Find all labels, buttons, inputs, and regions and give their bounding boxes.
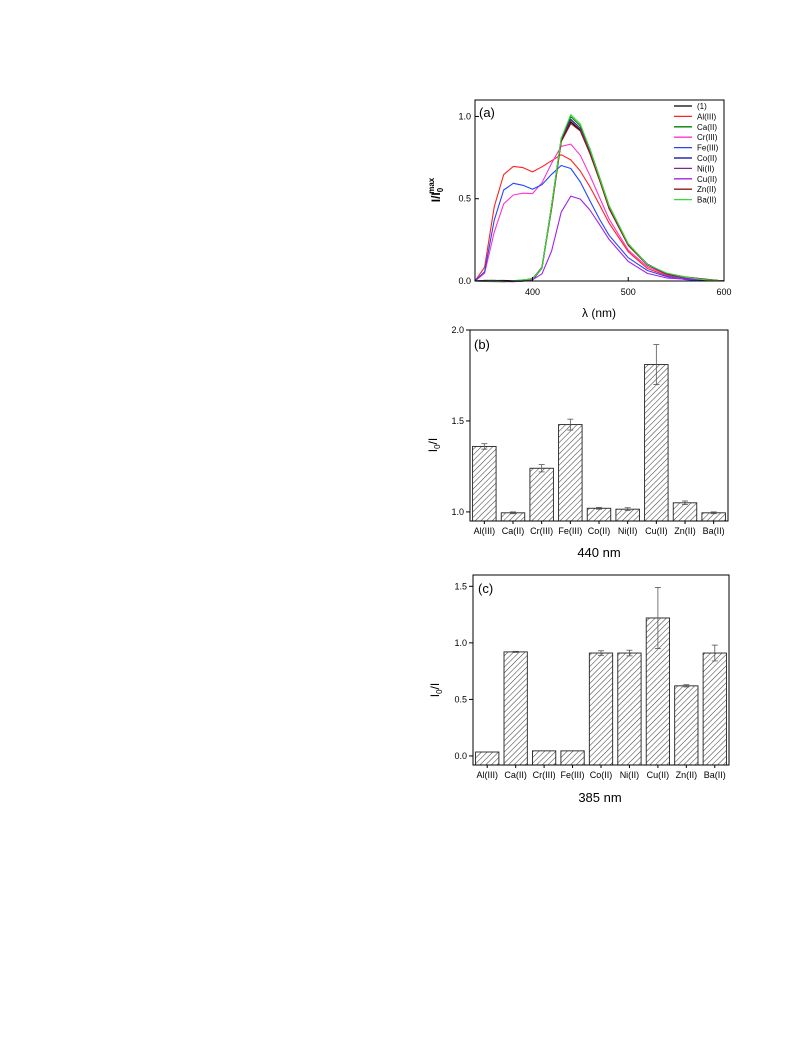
y-axis-label: I/I0max <box>427 177 445 202</box>
category-label: Co(II) <box>590 770 613 780</box>
category-label: Fe(III) <box>561 770 585 780</box>
series-line <box>474 118 725 282</box>
category-label: Fe(III) <box>558 526 582 536</box>
y-tick-label: 1.0 <box>451 507 464 517</box>
svg-text:I/I0max: I/I0max <box>427 177 445 202</box>
y-axis-label-main: I <box>426 449 440 452</box>
bar <box>644 364 669 522</box>
bar <box>531 750 557 766</box>
bar <box>617 652 642 766</box>
y-tick-label: 1.0 <box>454 638 467 648</box>
x-tick-label: 500 <box>621 287 636 297</box>
category-label: Cu(II) <box>647 770 670 780</box>
y-axis-label: I0/I <box>426 438 442 452</box>
legend-label: Ba(II) <box>697 196 717 205</box>
x-axis-label: λ (nm) <box>582 306 616 320</box>
category-label: Al(III) <box>476 770 498 780</box>
y-axis-label-tail: /I <box>428 683 442 690</box>
bar <box>503 651 528 766</box>
y-axis-label-sub: 0 <box>436 187 445 192</box>
series-line <box>474 119 725 282</box>
y-axis-label-main: I/I <box>429 192 443 202</box>
y-axis-label-main: I <box>428 694 442 697</box>
x-axis-label: 440 nm <box>577 545 620 560</box>
y-axis-label-sub: 0 <box>435 689 444 694</box>
svg-text:I0/I: I0/I <box>426 438 442 452</box>
series-line <box>474 154 725 282</box>
y-tick-label: 1.5 <box>451 416 464 426</box>
bar <box>529 467 554 522</box>
y-axis-label: I0/I <box>428 683 444 697</box>
legend-label: Ni(II) <box>697 164 715 173</box>
bar <box>702 652 727 766</box>
bar <box>674 685 699 766</box>
category-label: Ca(II) <box>502 526 525 536</box>
bar <box>475 751 500 766</box>
y-axis-label-sup: max <box>427 177 436 194</box>
panel-label: (c) <box>478 581 493 596</box>
panel-label: (a) <box>479 105 495 120</box>
legend-label: Fe(III) <box>697 144 719 153</box>
y-tick-label: 2.0 <box>451 325 464 335</box>
y-tick-label: 0.5 <box>458 194 471 204</box>
category-label: Co(II) <box>588 526 611 536</box>
y-tick-label: 0.0 <box>458 276 471 286</box>
category-label: Cr(III) <box>530 526 553 536</box>
bar-chart-440: Al(III) Ca(II) Cr(III) Fe(III) Co(II) Ni(II) C… <box>426 325 729 560</box>
bar <box>558 424 583 522</box>
y-tick-label: 1.5 <box>454 581 467 591</box>
category-label: Ba(II) <box>704 770 726 780</box>
legend-label: Cu(II) <box>697 175 717 184</box>
category-label: Ba(II) <box>703 526 725 536</box>
legend-label: Co(II) <box>697 154 717 163</box>
svg-text:I0/I: I0/I <box>428 683 444 697</box>
category-label: Cu(II) <box>645 526 668 536</box>
legend-label: Cr(III) <box>697 133 718 142</box>
category-label: Zn(II) <box>676 770 698 780</box>
legend-label: Al(III) <box>697 112 716 121</box>
category-label: Ni(II) <box>618 526 638 536</box>
spectra-chart: 400 500 600 0.0 0.5 1.0 (a) λ (nm) I/I0max (1… <box>427 99 732 320</box>
y-tick-label: 0.0 <box>454 751 467 761</box>
bar <box>560 750 585 766</box>
bar <box>672 502 698 522</box>
bar <box>588 652 614 766</box>
series-line <box>474 164 724 282</box>
category-label: Al(III) <box>474 526 496 536</box>
bar <box>472 445 497 522</box>
series-line <box>474 121 725 283</box>
legend-label: (1) <box>697 102 707 111</box>
x-tick-label: 600 <box>716 287 731 297</box>
legend: (1)Al(III) Ca(II)Cr(III) Fe(III)Co(II)Ni(I… <box>674 102 719 205</box>
plot-frame <box>472 574 730 766</box>
x-axis-label: 385 nm <box>578 790 621 805</box>
y-tick-label: 1.0 <box>458 111 471 121</box>
x-tick-label: 400 <box>525 287 540 297</box>
category-label: Zn(II) <box>674 526 696 536</box>
bar <box>586 507 612 522</box>
category-label: Ca(II) <box>504 770 527 780</box>
series-line <box>474 195 725 283</box>
series-line <box>474 143 725 282</box>
plot-frame <box>474 99 725 282</box>
bar-chart-385: Al(III) Ca(II) Cr(III) Fe(III) Co(II) Ni(II) C… <box>428 574 730 805</box>
category-label: Cr(III) <box>533 770 556 780</box>
plot-frame <box>469 329 729 522</box>
category-label: Ni(II) <box>620 770 640 780</box>
y-axis-label-tail: /I <box>426 438 440 445</box>
y-axis-label-sub: 0 <box>433 444 442 449</box>
panel-label: (b) <box>474 337 490 352</box>
y-tick-label: 0.5 <box>454 694 467 704</box>
legend-label: Ca(II) <box>697 123 717 132</box>
legend-label: Zn(II) <box>697 185 716 194</box>
